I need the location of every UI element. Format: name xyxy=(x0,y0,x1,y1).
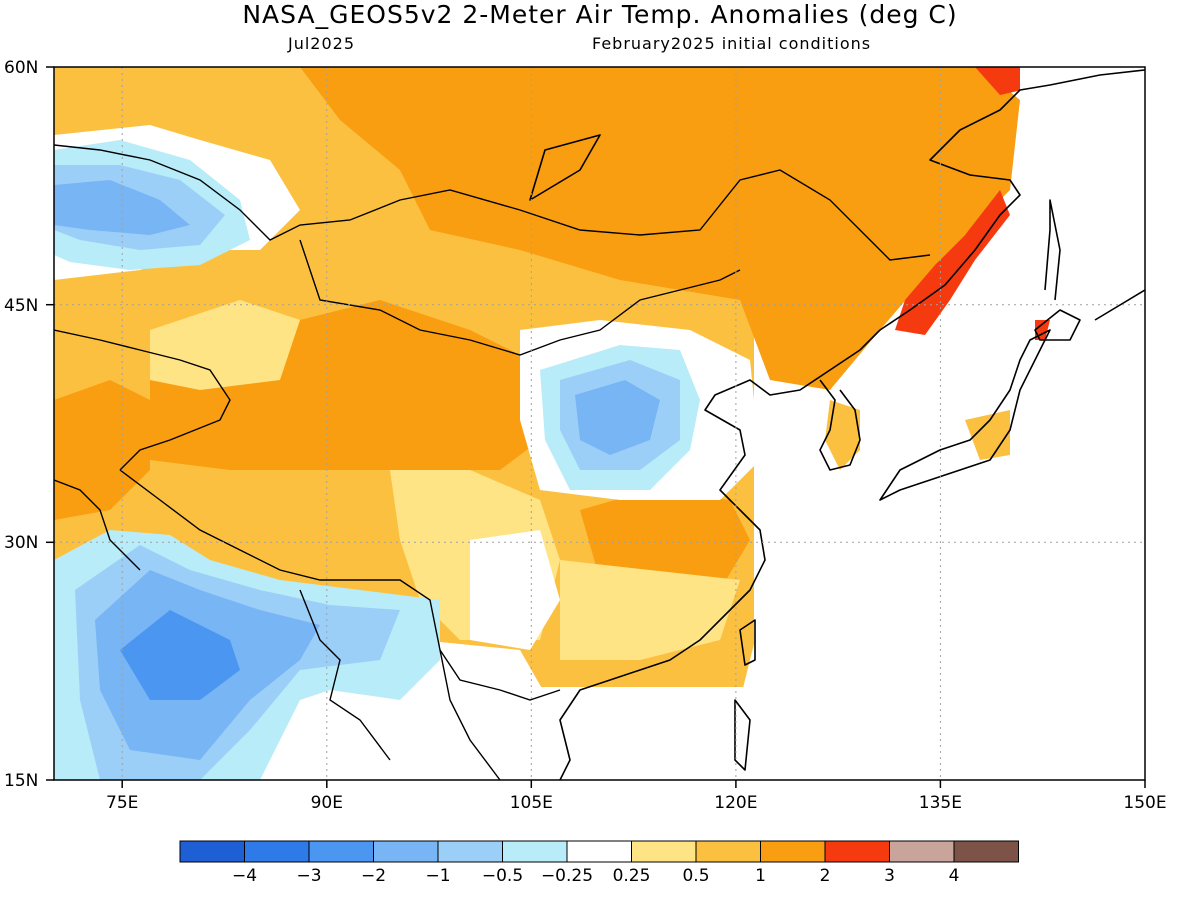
lon-label: 150E xyxy=(1123,793,1166,813)
map-title: NASA_GEOS5v2 2-Meter Air Temp. Anomalies… xyxy=(242,0,958,29)
colorbar-label: −2 xyxy=(361,866,386,886)
lat-label: 60N xyxy=(4,58,38,78)
anomaly-region xyxy=(470,530,560,650)
lat-label: 15N xyxy=(4,771,38,791)
lon-label: 120E xyxy=(714,793,757,813)
anomaly-region xyxy=(825,400,860,470)
anomaly-region xyxy=(895,190,1010,335)
gridlines xyxy=(54,67,1145,780)
colorbar-swatch xyxy=(244,840,310,863)
map-frame xyxy=(53,66,1146,781)
ocean-mask xyxy=(1020,67,1145,200)
forecast-month: Jul2025 xyxy=(288,34,356,53)
initial-conditions: February2025 initial conditions xyxy=(592,34,872,53)
colorbar-label: −3 xyxy=(296,866,321,886)
colorbar-swatch xyxy=(953,840,1019,863)
anomaly-region xyxy=(150,300,300,390)
anomaly-field xyxy=(54,67,1145,780)
lat-label: 45N xyxy=(4,296,38,316)
colorbar-label: −4 xyxy=(232,866,257,886)
colorbar-label: 3 xyxy=(884,866,895,886)
colorbar-swatch xyxy=(760,840,826,863)
lon-label: 90E xyxy=(311,793,343,813)
anomaly-region xyxy=(560,560,740,660)
anomaly-region xyxy=(575,380,660,455)
ocean-mask xyxy=(740,160,1145,780)
colorbar-label: −0.5 xyxy=(482,866,523,886)
colorbar-swatch xyxy=(566,840,632,863)
colorbar-swatch xyxy=(179,840,245,863)
colorbar-label: 0.25 xyxy=(613,866,651,886)
colorbar-label: −1 xyxy=(425,866,450,886)
colorbar-swatch xyxy=(695,840,761,863)
colorbar-label: 0.5 xyxy=(682,866,709,886)
colorbar-label: 2 xyxy=(820,866,831,886)
colorbar-swatch xyxy=(631,840,697,863)
colorbar-swatch xyxy=(824,840,890,863)
anomaly-region xyxy=(300,67,1020,390)
lon-label: 135E xyxy=(919,793,962,813)
lat-label: 30N xyxy=(4,533,38,553)
colorbar-label: −0.25 xyxy=(541,866,593,886)
colorbar-swatch xyxy=(437,840,503,863)
colorbar-label: 4 xyxy=(949,866,960,886)
colorbar-swatch xyxy=(373,840,439,863)
colorbar-swatch xyxy=(502,840,568,863)
anomaly-region xyxy=(120,610,240,700)
colorbar: −4 −3 −2 −1 −0.5 −0.25 0.25 0.5 1 2 3 4 xyxy=(179,840,1019,886)
country-borders xyxy=(54,144,931,780)
anomaly-region xyxy=(400,640,560,780)
anomaly-region xyxy=(54,380,150,520)
colorbar-swatch xyxy=(889,840,955,863)
anomaly-region xyxy=(975,67,1022,95)
lon-label: 105E xyxy=(510,793,553,813)
colorbar-label: 1 xyxy=(755,866,766,886)
lon-label: 75E xyxy=(106,793,138,813)
colorbar-swatch xyxy=(308,840,374,863)
anomaly-region xyxy=(54,180,190,235)
coastlines xyxy=(529,69,1145,780)
